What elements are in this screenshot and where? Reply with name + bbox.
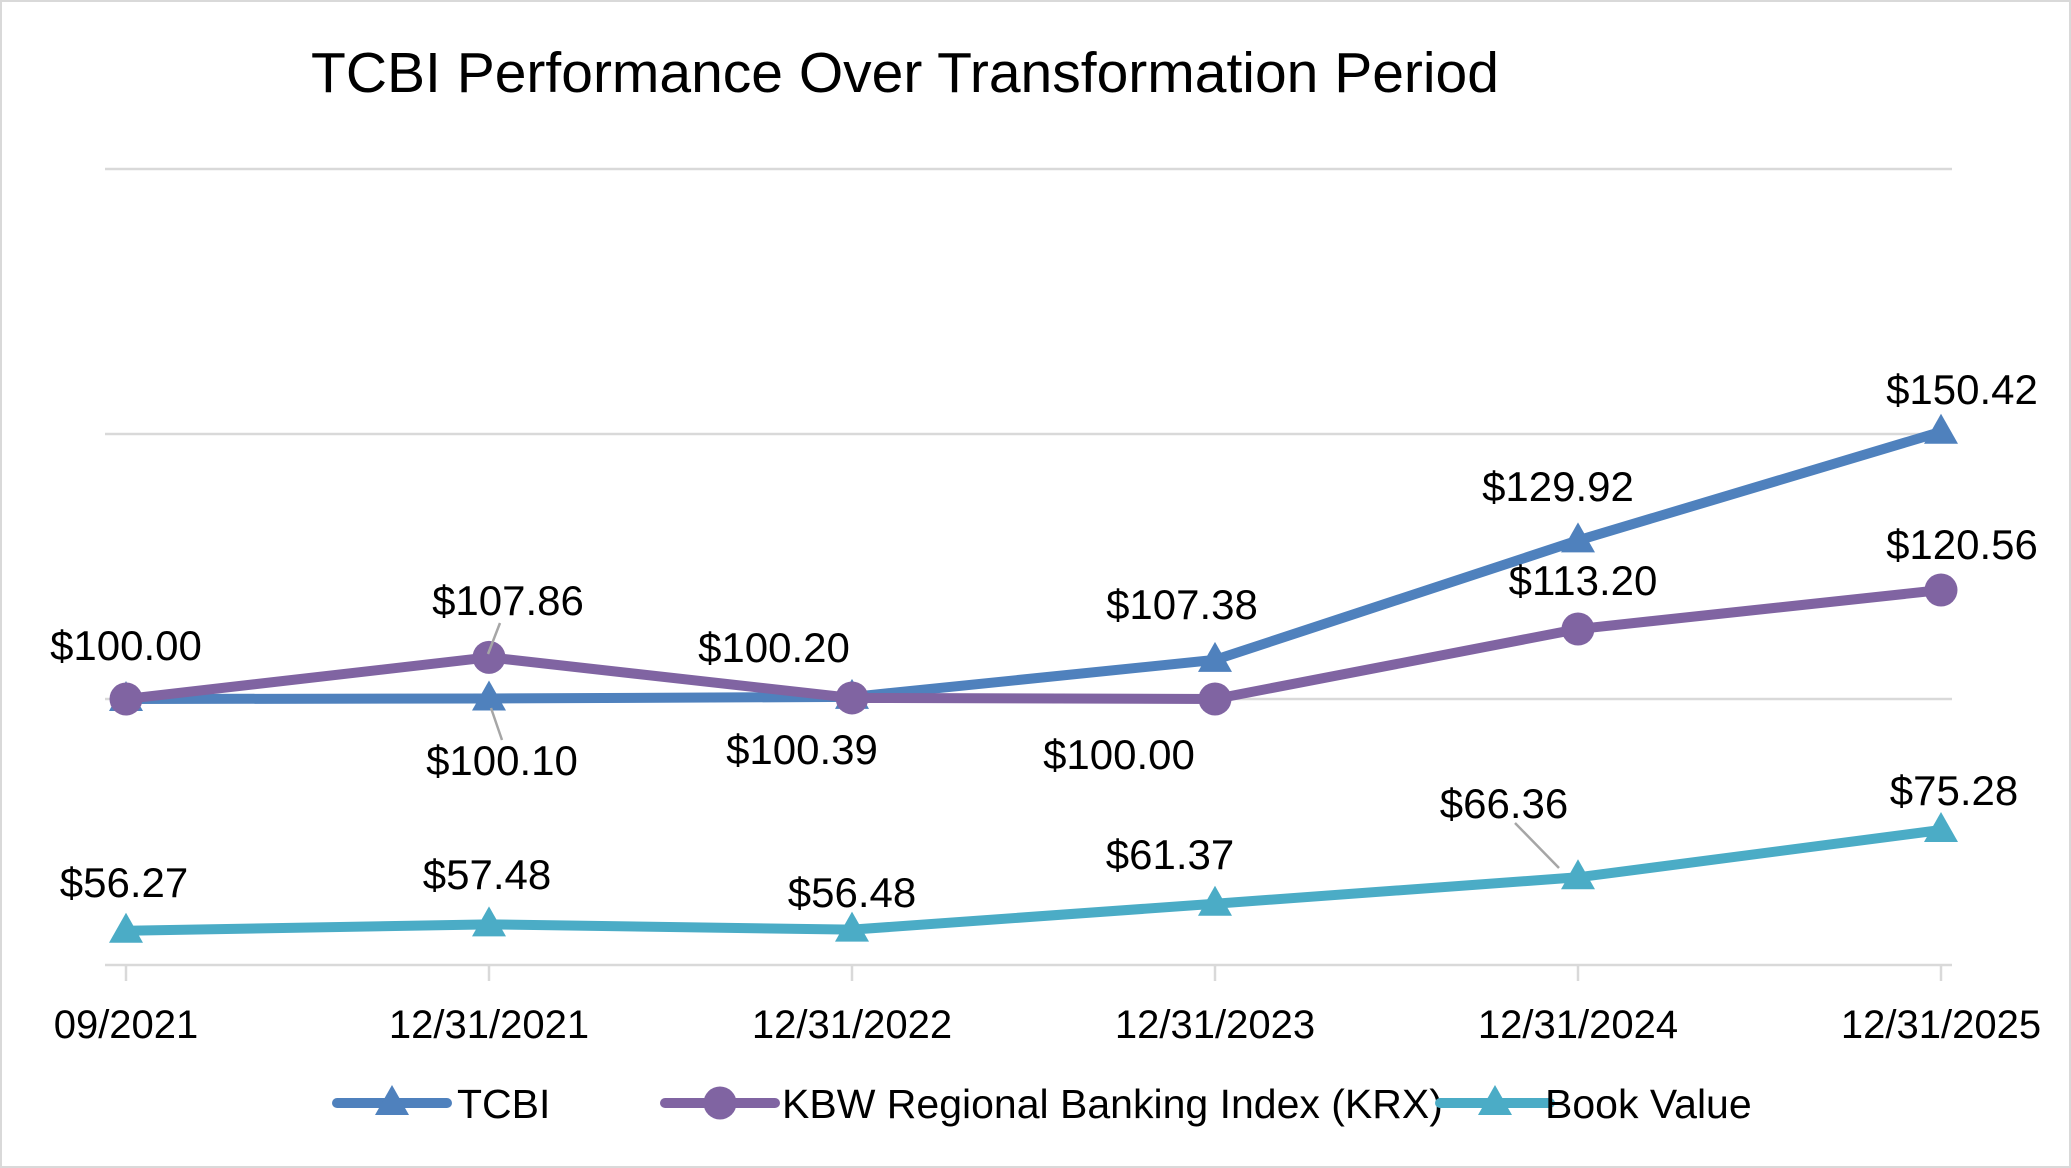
- data-label: $100.39: [726, 726, 878, 773]
- data-label: $57.48: [423, 851, 551, 898]
- data-point-marker: [472, 906, 506, 937]
- data-point-marker: [1198, 682, 1232, 716]
- data-point-marker: [1198, 885, 1232, 916]
- data-labels: $100.00 $100.10 $100.39 $107.38 $129.92 $150.…: [50, 366, 2038, 916]
- data-label: $100.10: [426, 737, 578, 784]
- series-line: [121, 426, 1946, 704]
- data-point-marker: [1561, 612, 1595, 646]
- data-label: $100.00: [1043, 731, 1195, 778]
- series-line: [121, 825, 1946, 936]
- data-label: $56.48: [788, 869, 916, 916]
- x-axis-label: 12/31/2025: [1841, 1003, 2041, 1047]
- x-axis: [105, 963, 1952, 981]
- legend-label: Book Value: [1545, 1081, 1752, 1127]
- data-label: $107.86: [432, 577, 584, 624]
- data-label: $113.20: [1509, 557, 1658, 604]
- data-label: $66.36: [1440, 780, 1568, 827]
- series-line: [121, 585, 1946, 704]
- label-leader-lines: [486, 622, 1560, 869]
- data-point-marker: [1924, 413, 1958, 444]
- label-leader-line: [489, 707, 504, 741]
- data-label: $150.42: [1886, 366, 2038, 413]
- series-lines: [109, 413, 1958, 943]
- legend-circle-marker-icon: [703, 1086, 737, 1120]
- data-point-marker: [1924, 573, 1958, 607]
- x-axis-label: 09/2021: [54, 1003, 199, 1047]
- series-book-value: [109, 812, 1958, 943]
- data-point-marker: [109, 682, 143, 716]
- data-label: $75.28: [1890, 767, 2018, 814]
- legend: TCBI KBW Regional Banking Index (KRX) Book…: [332, 1081, 1752, 1127]
- legend-item-tcbi: TCBI: [332, 1081, 550, 1127]
- data-point-marker: [1561, 522, 1595, 553]
- legend-item-book-value: Book Value: [1435, 1081, 1752, 1127]
- x-axis-label: 12/31/2023: [1115, 1003, 1315, 1047]
- x-axis-label: 12/31/2024: [1478, 1003, 1678, 1047]
- data-point-marker: [835, 911, 869, 942]
- data-point-marker: [109, 912, 143, 943]
- data-point-marker: [1198, 641, 1232, 672]
- data-label: $100.20: [698, 624, 850, 671]
- legend-label: KBW Regional Banking Index (KRX): [782, 1081, 1443, 1127]
- x-axis-labels: 09/2021 12/31/2021 12/31/2022 12/31/2023 12/…: [54, 1003, 2041, 1047]
- data-point-marker: [835, 681, 869, 715]
- legend-triangle-marker-icon: [375, 1085, 409, 1115]
- data-point-marker: [472, 680, 506, 711]
- series-kbw-regional-banking-index-krx: [109, 573, 1958, 716]
- data-label: $56.27: [60, 859, 188, 906]
- label-leader-line: [486, 622, 502, 655]
- data-point-marker: [472, 640, 506, 674]
- x-axis-label: 12/31/2021: [389, 1003, 589, 1047]
- data-point-marker: [1561, 859, 1595, 890]
- legend-label: TCBI: [457, 1081, 550, 1127]
- data-label: $120.56: [1886, 521, 2038, 568]
- data-label: $100.00: [50, 622, 202, 669]
- label-leader-line: [1514, 822, 1560, 869]
- data-label: $61.37: [1106, 831, 1234, 878]
- legend-item-kbw-regional-banking-index-krx: KBW Regional Banking Index (KRX): [660, 1081, 1443, 1127]
- data-label: $129.92: [1482, 463, 1634, 510]
- legend-triangle-marker-icon: [1478, 1085, 1512, 1115]
- data-label: $107.38: [1106, 581, 1258, 628]
- x-axis-label: 12/31/2022: [752, 1003, 952, 1047]
- data-point-marker: [1924, 812, 1958, 843]
- chart-title: TCBI Performance Over Transformation Per…: [311, 41, 1499, 105]
